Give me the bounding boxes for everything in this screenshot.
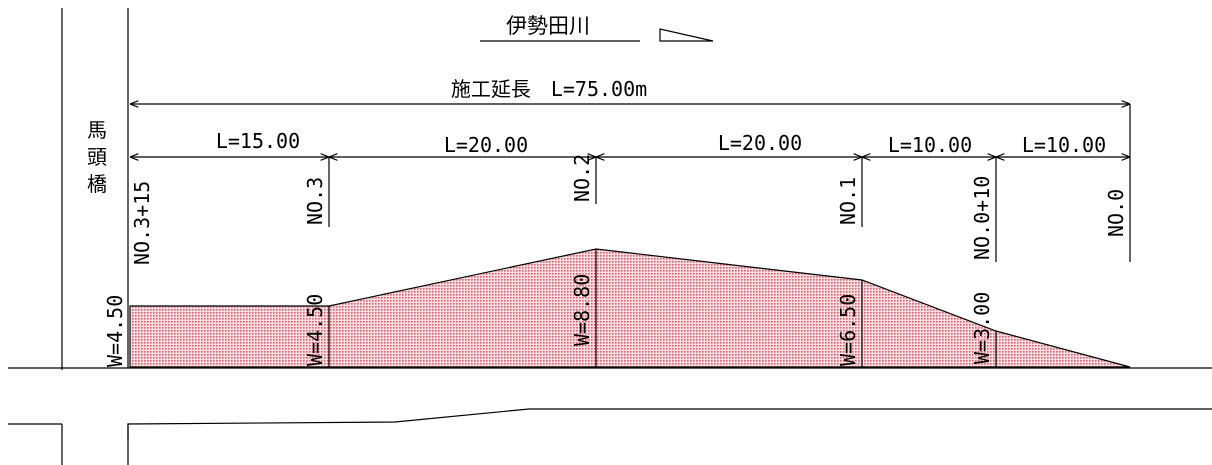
width-label: W=6.50 xyxy=(836,294,860,366)
segment-length-label: L=10.00 xyxy=(1022,133,1106,157)
width-labels: W=4.50 W=4.50 W=8.80 W=6.50 W=3.00 xyxy=(103,274,994,367)
width-label: W=4.50 xyxy=(103,295,127,367)
width-label: W=8.80 xyxy=(570,274,594,346)
river-name: 伊勢田川 xyxy=(506,14,590,38)
river-label-group: 伊勢田川 xyxy=(480,14,714,42)
widening-area xyxy=(129,248,1131,368)
lower-road-edge xyxy=(127,408,1212,440)
segment-length-label: L=20.00 xyxy=(444,133,528,157)
bridge-char: 橋 xyxy=(87,172,107,196)
station-label: NO.1 xyxy=(836,177,860,225)
cross-road-lines xyxy=(61,8,129,465)
station-label: NO.3+15 xyxy=(130,181,154,265)
total-length-label: 施工延長 L=75.00m xyxy=(451,77,647,101)
station-label: NO.0 xyxy=(1104,189,1128,237)
station-ticks xyxy=(328,157,1131,262)
bridge-name: 馬 頭 橋 xyxy=(87,118,107,196)
station-label: NO.0+10 xyxy=(970,176,994,260)
segment-dimensions: L=15.00 L=20.00 L=20.00 L=10.00 L=10.00 xyxy=(130,129,1130,157)
segment-length-label: L=20.00 xyxy=(718,131,802,155)
bridge-char: 頭 xyxy=(87,145,107,169)
station-label: NO.2 xyxy=(570,154,594,202)
segment-length-label: L=10.00 xyxy=(888,133,972,157)
flow-direction-arrow-icon xyxy=(659,28,714,42)
total-length-dimension: 施工延長 L=75.00m xyxy=(130,77,1131,160)
segment-length-label: L=15.00 xyxy=(216,129,300,153)
width-label: W=3.00 xyxy=(970,292,994,364)
station-label: NO.3 xyxy=(303,177,327,225)
width-label: W=4.50 xyxy=(303,294,327,366)
road-edge-lines xyxy=(8,367,1212,440)
station-labels: NO.3+15 NO.3 NO.2 NO.1 NO.0+10 NO.0 xyxy=(130,154,1128,265)
bridge-char: 馬 xyxy=(87,118,107,142)
